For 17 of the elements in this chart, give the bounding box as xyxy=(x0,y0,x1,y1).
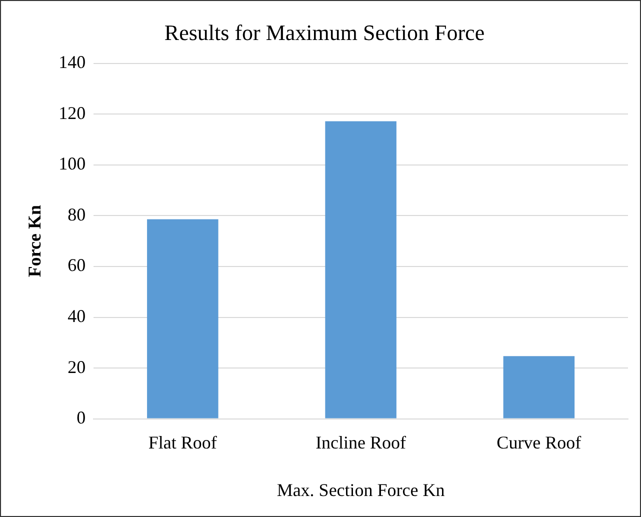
y-tick-label: 20 xyxy=(68,356,86,377)
y-tick-label: 60 xyxy=(68,255,86,276)
y-tick-label: 0 xyxy=(76,408,86,428)
bar xyxy=(503,356,575,418)
x-tick-label: Curve Roof xyxy=(496,432,582,452)
x-axis-title: Max. Section Force Kn xyxy=(276,480,445,500)
chart-title: Results for Maximum Section Force xyxy=(164,20,485,45)
bar xyxy=(147,219,218,418)
x-tick-label: Incline Roof xyxy=(316,432,406,452)
y-tick-label: 40 xyxy=(68,306,86,326)
y-tick-label: 140 xyxy=(58,52,86,72)
x-tick-label: Flat Roof xyxy=(148,432,217,452)
y-axis-title: Force Kn xyxy=(24,205,44,278)
y-tick-label: 120 xyxy=(58,102,86,123)
bar xyxy=(325,121,396,418)
y-tick-label: 100 xyxy=(58,154,86,174)
y-tick-label: 80 xyxy=(68,204,86,224)
